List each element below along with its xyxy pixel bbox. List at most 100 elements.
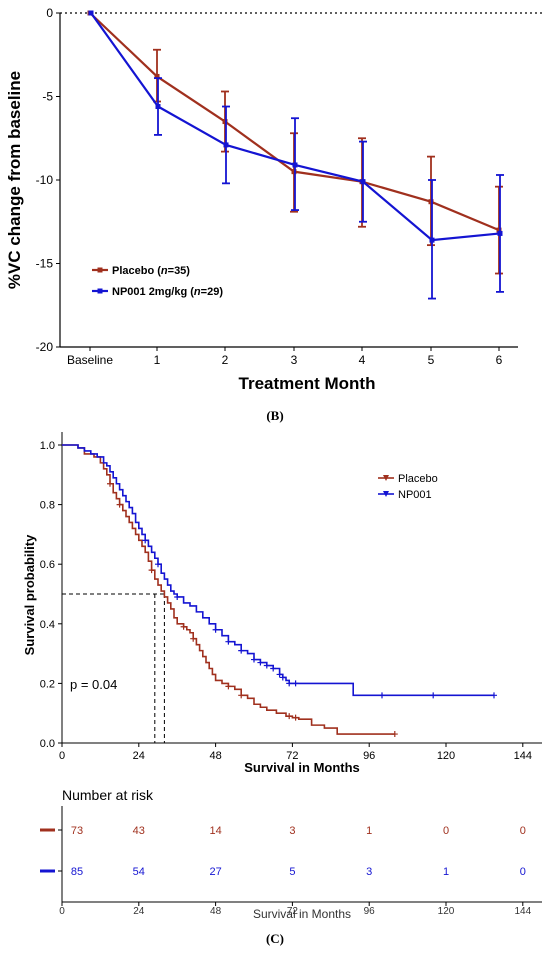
censor-mark: [107, 480, 113, 487]
y-tick-label: -10: [36, 173, 54, 187]
x-tick-label: 5: [428, 353, 435, 367]
y-axis-label: Survival probability: [22, 534, 37, 655]
censor-mark: [251, 656, 257, 663]
censor-mark: [212, 626, 219, 633]
data-point: [155, 104, 161, 110]
censor-mark: [180, 623, 187, 630]
censor-mark: [148, 567, 155, 574]
censor-mark: [174, 593, 181, 600]
risk-table: Number at risk Survival in Months 0 24 48 7…: [40, 787, 542, 921]
risk-table-body: 0 24 48 72 96 120 144 73 43 14 3 1 0 0 85 54 27 5 3 1 0: [40, 806, 542, 917]
censor-mark: [116, 501, 123, 508]
x-tick-label: 24: [133, 750, 145, 762]
censor-mark: [292, 680, 299, 687]
risk-cell: 43: [133, 825, 145, 837]
survival-curve: [62, 444, 395, 735]
risk-cell: 14: [209, 825, 221, 837]
censor-mark: [430, 692, 437, 699]
y-tick-label: 0: [46, 6, 53, 20]
risk-cell: 54: [133, 866, 145, 878]
censor-mark: [225, 638, 232, 645]
legend-marker: [383, 491, 389, 497]
x-tick-label: 96: [364, 906, 376, 917]
y-tick-label: 1.0: [40, 440, 55, 452]
legend-marker: [97, 267, 103, 273]
legend: Placebo NP001: [378, 473, 438, 501]
x-tick-label: 0: [59, 906, 65, 917]
p-value-annotation: p = 0.04: [70, 677, 117, 692]
survival-chart: Survival probability Survival in Months …: [22, 432, 542, 775]
censor-mark: [142, 537, 149, 544]
censor-mark: [292, 714, 299, 721]
y-tick-label: -20: [36, 340, 54, 354]
censor-mark: [491, 692, 497, 699]
x-tick-label: 144: [514, 750, 532, 762]
risk-cell: 27: [209, 866, 221, 878]
censor-mark: [238, 692, 245, 699]
x-tick-label: 120: [438, 906, 455, 917]
legend-label: Placebo (n=35): [112, 265, 190, 277]
censor-mark: [263, 662, 270, 669]
data-point: [496, 227, 502, 233]
censor-mark: [270, 665, 277, 672]
x-axis-label: Treatment Month: [239, 374, 376, 393]
y-axis-label: %VC change from baseline: [5, 71, 24, 289]
x-tick-label: 2: [222, 353, 229, 367]
risk-table-title: Number at risk: [62, 787, 154, 803]
y-tick-label: 0.2: [40, 678, 55, 690]
plot-area: 0 -5 -10 -15 -20 Baseline 1 2 3 4 5 6: [36, 6, 545, 367]
x-tick-label: 48: [210, 906, 222, 917]
risk-cell: 85: [71, 866, 83, 878]
risk-cell: 3: [289, 825, 295, 837]
y-tick-label: 0.0: [40, 738, 55, 750]
data-point: [154, 73, 160, 79]
y-tick-label: -5: [42, 90, 53, 104]
censor-mark: [225, 683, 232, 690]
risk-cell: 1: [443, 866, 449, 878]
legend-marker: [97, 288, 103, 294]
censor-mark: [279, 674, 286, 681]
data-point: [222, 119, 228, 125]
censor-mark: [286, 713, 293, 720]
risk-cell: 0: [520, 866, 526, 878]
y-tick-label: 0.6: [40, 559, 55, 571]
x-tick-label: 72: [286, 750, 298, 762]
legend-marker: [383, 475, 389, 481]
panel-label-c: (C): [266, 931, 284, 946]
censor-mark: [276, 671, 283, 678]
x-tick-label: 120: [437, 750, 455, 762]
x-tick-label: 6: [496, 353, 503, 367]
data-point: [428, 199, 434, 205]
risk-cell: 1: [366, 825, 372, 837]
y-tick-label: 0.4: [40, 619, 55, 631]
data-point: [223, 142, 229, 148]
censor-mark: [391, 731, 398, 738]
censor-mark: [286, 680, 293, 687]
x-tick-label: 0: [59, 750, 65, 762]
legend-label: Placebo: [398, 473, 438, 485]
x-tick-label: 96: [363, 750, 375, 762]
data-point: [497, 230, 503, 236]
risk-cell: 5: [289, 866, 295, 878]
x-tick-label: 48: [209, 750, 221, 762]
censor-mark: [155, 561, 161, 568]
y-tick-label: 0.8: [40, 500, 55, 512]
data-point: [292, 162, 298, 168]
risk-cell: 0: [443, 825, 449, 837]
censor-mark: [379, 692, 385, 699]
y-tick-label: -15: [36, 257, 54, 271]
censor-mark: [257, 659, 264, 666]
x-tick-label: 72: [287, 906, 299, 917]
risk-cell: 73: [71, 825, 83, 837]
x-tick-label: 1: [154, 353, 161, 367]
x-tick-label: 3: [291, 353, 298, 367]
plot-area: 0.0 0.2 0.4 0.6 0.8 1.0 0 24 48 72 96 120 144: [40, 432, 542, 762]
x-tick-label: Baseline: [67, 353, 113, 367]
x-tick-label: 4: [359, 353, 366, 367]
data-point: [360, 179, 366, 185]
x-axis-label: Survival in Months: [253, 907, 351, 921]
x-tick-label: 24: [133, 906, 145, 917]
data-point: [291, 169, 297, 175]
risk-cell: 0: [520, 825, 526, 837]
x-tick-label: 144: [514, 906, 531, 917]
